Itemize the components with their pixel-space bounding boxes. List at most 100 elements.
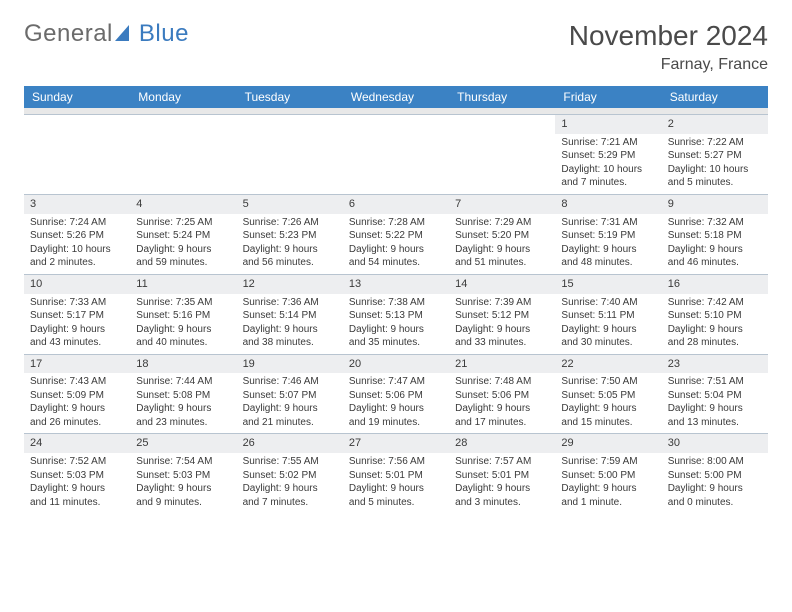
day-cell: 28Sunrise: 7:57 AMSunset: 5:01 PMDayligh… — [449, 433, 555, 513]
day-body: Sunrise: 7:38 AMSunset: 5:13 PMDaylight:… — [343, 294, 449, 354]
day-number: 11 — [130, 275, 236, 294]
day-cell: 14Sunrise: 7:39 AMSunset: 5:12 PMDayligh… — [449, 274, 555, 354]
day-sr: Sunrise: 7:52 AM — [30, 455, 124, 469]
day-number: 7 — [449, 195, 555, 214]
day-number: 15 — [555, 275, 661, 294]
day-number: 4 — [130, 195, 236, 214]
week-row: 17Sunrise: 7:43 AMSunset: 5:09 PMDayligh… — [24, 354, 768, 434]
day-sr: Sunrise: 7:51 AM — [668, 375, 762, 389]
day-sr: Sunrise: 7:44 AM — [136, 375, 230, 389]
day-d2: and 19 minutes. — [349, 416, 443, 430]
day-number: 3 — [24, 195, 130, 214]
day-cell: 5Sunrise: 7:26 AMSunset: 5:23 PMDaylight… — [237, 194, 343, 274]
day-number: 23 — [662, 355, 768, 374]
weekday-label: Friday — [555, 86, 661, 108]
day-body: Sunrise: 7:42 AMSunset: 5:10 PMDaylight:… — [662, 294, 768, 354]
weekday-header: Sunday Monday Tuesday Wednesday Thursday… — [24, 86, 768, 108]
day-body: Sunrise: 7:55 AMSunset: 5:02 PMDaylight:… — [237, 453, 343, 513]
day-cell: 19Sunrise: 7:46 AMSunset: 5:07 PMDayligh… — [237, 354, 343, 434]
day-d1: Daylight: 9 hours — [243, 243, 337, 257]
day-d2: and 1 minute. — [561, 496, 655, 510]
day-d2: and 9 minutes. — [136, 496, 230, 510]
day-sr: Sunrise: 7:55 AM — [243, 455, 337, 469]
weekday-label: Monday — [130, 86, 236, 108]
day-cell: 25Sunrise: 7:54 AMSunset: 5:03 PMDayligh… — [130, 433, 236, 513]
day-d2: and 5 minutes. — [668, 176, 762, 190]
day-d2: and 35 minutes. — [349, 336, 443, 350]
day-d2: and 33 minutes. — [455, 336, 549, 350]
day-sr: Sunrise: 7:40 AM — [561, 296, 655, 310]
day-d1: Daylight: 10 hours — [30, 243, 124, 257]
day-number: 30 — [662, 434, 768, 453]
day-d2: and 13 minutes. — [668, 416, 762, 430]
day-body: Sunrise: 7:29 AMSunset: 5:20 PMDaylight:… — [449, 214, 555, 274]
day-d1: Daylight: 9 hours — [136, 482, 230, 496]
day-d2: and 26 minutes. — [30, 416, 124, 430]
day-cell: 3 Sunrise: 7:24 AMSunset: 5:26 PMDaylight… — [24, 194, 130, 274]
day-body: Sunrise: 7:35 AMSunset: 5:16 PMDaylight:… — [130, 294, 236, 354]
day-d1: Daylight: 9 hours — [243, 323, 337, 337]
day-ss: Sunset: 5:23 PM — [243, 229, 337, 243]
day-sr: Sunrise: 7:24 AM — [30, 216, 124, 230]
day-body: Sunrise: 7:46 AMSunset: 5:07 PMDaylight:… — [237, 373, 343, 433]
day-d2: and 28 minutes. — [668, 336, 762, 350]
day-cell: 20Sunrise: 7:47 AMSunset: 5:06 PMDayligh… — [343, 354, 449, 434]
day-cell — [343, 114, 449, 194]
day-number: 20 — [343, 355, 449, 374]
location: Farnay, France — [569, 56, 768, 74]
day-d2: and 43 minutes. — [30, 336, 124, 350]
day-body: Sunrise: 7:39 AMSunset: 5:12 PMDaylight:… — [449, 294, 555, 354]
day-cell: 23Sunrise: 7:51 AMSunset: 5:04 PMDayligh… — [662, 354, 768, 434]
day-ss: Sunset: 5:27 PM — [668, 149, 762, 163]
day-ss: Sunset: 5:11 PM — [561, 309, 655, 323]
calendar: Sunday Monday Tuesday Wednesday Thursday… — [24, 86, 768, 513]
day-body: Sunrise: 7:33 AMSunset: 5:17 PMDaylight:… — [24, 294, 130, 354]
day-body: Sunrise: 7:26 AMSunset: 5:23 PMDaylight:… — [237, 214, 343, 274]
day-body: Sunrise: 7:44 AMSunset: 5:08 PMDaylight:… — [130, 373, 236, 433]
day-cell: 10Sunrise: 7:33 AMSunset: 5:17 PMDayligh… — [24, 274, 130, 354]
day-sr: Sunrise: 7:48 AM — [455, 375, 549, 389]
day-ss: Sunset: 5:26 PM — [30, 229, 124, 243]
week-row: 24Sunrise: 7:52 AMSunset: 5:03 PMDayligh… — [24, 433, 768, 513]
day-number: 22 — [555, 355, 661, 374]
week-row: 3Sunrise: 7:24 AMSunset: 5:26 PMDaylight… — [24, 194, 768, 274]
day-d1: Daylight: 9 hours — [668, 243, 762, 257]
day-ss: Sunset: 5:00 PM — [668, 469, 762, 483]
day-ss: Sunset: 5:06 PM — [455, 389, 549, 403]
logo: GeneralBlue — [24, 20, 189, 48]
day-number: 6 — [343, 195, 449, 214]
day-number: 8 — [555, 195, 661, 214]
day-number: 14 — [449, 275, 555, 294]
day-body: Sunrise: 7:59 AMSunset: 5:00 PMDaylight:… — [555, 453, 661, 513]
weeks-container: 1Sunrise: 7:21 AMSunset: 5:29 PMDaylight… — [24, 114, 768, 513]
day-d1: Daylight: 9 hours — [455, 482, 549, 496]
day-d2: and 2 minutes. — [30, 256, 124, 270]
logo-text-gray: General — [24, 20, 113, 48]
day-sr: Sunrise: 7:31 AM — [561, 216, 655, 230]
day-ss: Sunset: 5:12 PM — [455, 309, 549, 323]
day-d2: and 30 minutes. — [561, 336, 655, 350]
day-cell — [24, 114, 130, 194]
day-sr: Sunrise: 7:47 AM — [349, 375, 443, 389]
day-d1: Daylight: 9 hours — [136, 323, 230, 337]
day-sr: Sunrise: 7:59 AM — [561, 455, 655, 469]
day-sr: Sunrise: 7:28 AM — [349, 216, 443, 230]
day-d1: Daylight: 9 hours — [561, 482, 655, 496]
day-body: Sunrise: 7:25 AMSunset: 5:24 PMDaylight:… — [130, 214, 236, 274]
day-ss: Sunset: 5:05 PM — [561, 389, 655, 403]
day-number: 28 — [449, 434, 555, 453]
weekday-label: Sunday — [24, 86, 130, 108]
day-body: Sunrise: 7:54 AMSunset: 5:03 PMDaylight:… — [130, 453, 236, 513]
day-cell — [237, 114, 343, 194]
day-ss: Sunset: 5:19 PM — [561, 229, 655, 243]
day-d1: Daylight: 10 hours — [561, 163, 655, 177]
day-cell: 18Sunrise: 7:44 AMSunset: 5:08 PMDayligh… — [130, 354, 236, 434]
day-number: 21 — [449, 355, 555, 374]
day-sr: Sunrise: 7:33 AM — [30, 296, 124, 310]
day-sr: Sunrise: 7:38 AM — [349, 296, 443, 310]
day-ss: Sunset: 5:01 PM — [455, 469, 549, 483]
day-number: 29 — [555, 434, 661, 453]
weekday-label: Thursday — [449, 86, 555, 108]
day-cell: 1Sunrise: 7:21 AMSunset: 5:29 PMDaylight… — [555, 114, 661, 194]
day-number: 24 — [24, 434, 130, 453]
